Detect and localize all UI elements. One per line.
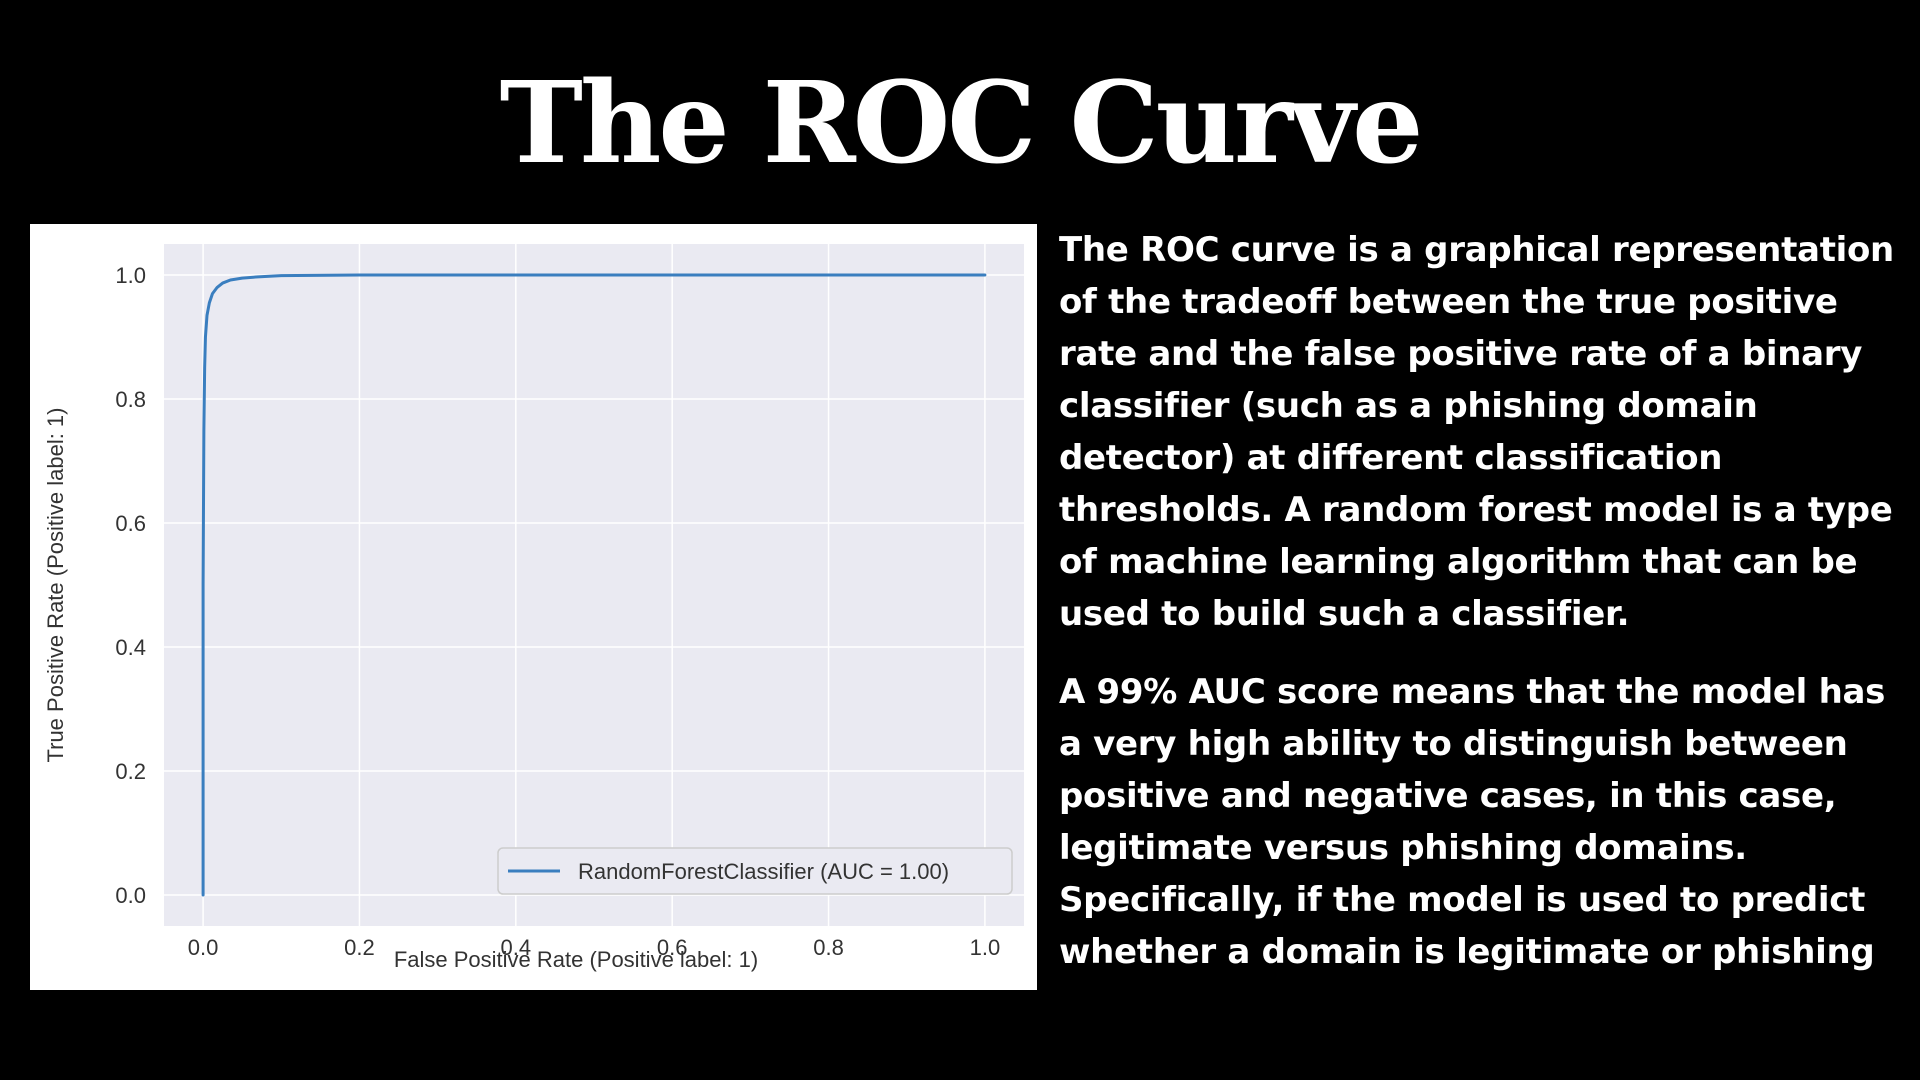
legend-box [497,847,1013,895]
page-title: The ROC Curve [499,58,1424,189]
y-tick-label: 0.8 [115,387,146,412]
tick-labels: 0.0 0.2 0.4 0.6 0.8 1.0 0.0 0.2 0.4 0.6 0.8 1.0 [115,263,1000,960]
y-axis-label: True Positive Rate (Positive label: 1) [43,408,68,763]
roc-chart: 0.0 0.2 0.4 0.6 0.8 1.0 0.0 0.2 0.4 0.6 0.8 1.0 Fal… [43,244,1024,972]
x-tick-label: 0.6 [657,935,688,960]
y-tick-label: 0.6 [115,511,146,536]
plot-area [164,244,1024,926]
roc-chart-panel: 0.0 0.2 0.4 0.6 0.8 1.0 0.0 0.2 0.4 0.6 0.8 1.0 Fal… [30,224,1037,990]
x-tick-label: 0.2 [344,935,375,960]
roc-curve-line [201,273,987,897]
x-tick-label: 0.8 [813,935,844,960]
y-tick-label: 0.2 [115,759,146,784]
x-axis-label: False Positive Rate (Positive label: 1) [394,947,758,972]
y-tick-label: 0.0 [115,883,146,908]
x-tick-label: 1.0 [970,935,1001,960]
paragraph-roc-definition: The ROC curve is a graphical representat… [1059,230,1894,634]
y-tick-label: 1.0 [115,263,146,288]
description-text: The ROC curve is a graphical representat… [1059,224,1899,1004]
x-tick-label: 0.4 [501,935,532,960]
paragraph-auc-explanation: A 99% AUC score means that the model has… [1059,672,1886,972]
x-tick-label: 0.0 [188,935,219,960]
legend: RandomForestClassifier (AUC = 1.00) [497,847,1013,895]
y-tick-label: 0.4 [115,635,146,660]
legend-label: RandomForestClassifier (AUC = 1.00) [578,859,949,884]
series-layer [201,273,987,897]
